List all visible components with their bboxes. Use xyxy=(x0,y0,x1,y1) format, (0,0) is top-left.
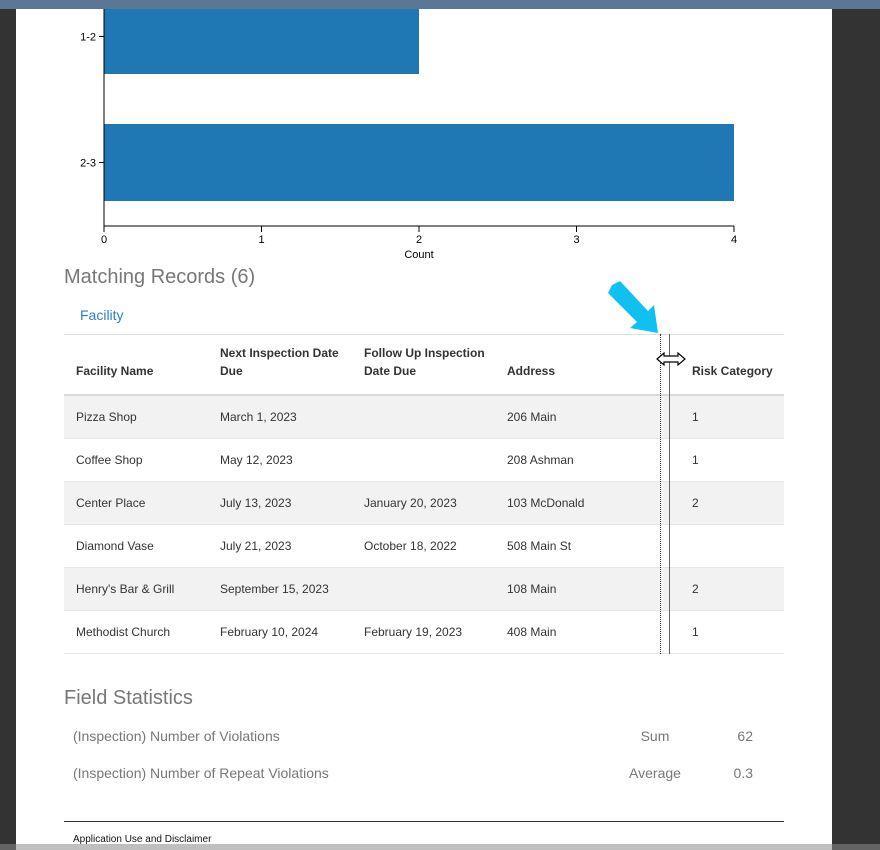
cell-facility-name: Coffee Shop xyxy=(64,438,208,482)
cell-blank xyxy=(650,438,680,482)
y-tick-label: 1-2 xyxy=(80,32,96,44)
stat-row: (Inspection) Number of Repeat Violations… xyxy=(73,765,793,787)
table-row[interactable]: Coffee Shop May 12, 2023 208 Ashman 1 xyxy=(64,438,784,482)
field-statistics-title: Field Statistics xyxy=(64,687,193,709)
table-row[interactable]: Diamond Vase July 21, 2023 October 18, 202… xyxy=(64,524,784,568)
cell-blank xyxy=(650,481,680,525)
tab-facility[interactable]: Facility xyxy=(80,307,124,323)
column-header-next-inspection-date-due[interactable]: Next Inspection Date Due xyxy=(208,335,352,396)
cell-follow-up-inspection: October 18, 2022 xyxy=(352,524,495,568)
column-header-address[interactable]: Address xyxy=(495,335,650,396)
cell-risk-category: 1 xyxy=(680,610,784,654)
cell-blank xyxy=(650,567,680,611)
cell-address: 208 Ashman xyxy=(495,438,650,482)
x-tick-label: 1 xyxy=(258,234,264,246)
horizontal-resize-cursor-icon xyxy=(656,351,686,367)
cell-blank xyxy=(650,395,680,439)
cell-next-inspection: March 1, 2023 xyxy=(208,395,352,439)
bar-2-3 xyxy=(104,124,734,201)
bar-1-2 xyxy=(104,9,419,74)
stat-field-name: (Inspection) Number of Violations xyxy=(73,728,280,744)
footer-divider xyxy=(64,821,784,822)
cell-blank xyxy=(650,610,680,654)
column-header-facility-name[interactable]: Facility Name xyxy=(64,335,208,396)
x-tick-label: 0 xyxy=(101,234,107,246)
stat-value: 0.3 xyxy=(733,765,753,781)
cyan-arrow-icon xyxy=(608,281,658,333)
cell-risk-category: 2 xyxy=(680,567,784,611)
bar-chart: 1-2 2-3 0 1 2 3 4 Count xyxy=(80,9,737,261)
cell-risk-category: 1 xyxy=(680,438,784,482)
column-header-resized[interactable] xyxy=(650,335,680,396)
table-header-row: Facility Name Next Inspection Date Due F… xyxy=(64,335,784,396)
records-table-body: Pizza Shop March 1, 2023 206 Main 1 Coffee S… xyxy=(64,395,784,654)
window-top-bar xyxy=(0,0,880,9)
cell-address: 206 Main xyxy=(495,395,650,439)
y-tick-label: 2-3 xyxy=(80,158,96,170)
cell-follow-up-inspection: February 19, 2023 xyxy=(352,610,495,654)
x-tick-label: 3 xyxy=(573,234,579,246)
cell-risk-category xyxy=(680,524,784,568)
cell-next-inspection: September 15, 2023 xyxy=(208,567,352,611)
cell-follow-up-inspection: January 20, 2023 xyxy=(352,481,495,525)
divider xyxy=(64,334,784,335)
table-row[interactable]: Pizza Shop March 1, 2023 206 Main 1 xyxy=(64,395,784,439)
stat-row: (Inspection) Number of Violations Sum 62 xyxy=(73,728,793,750)
cell-address: 508 Main St xyxy=(495,524,650,568)
stat-field-name: (Inspection) Number of Repeat Violations xyxy=(73,765,329,781)
cell-follow-up-inspection xyxy=(352,567,495,611)
cell-address: 108 Main xyxy=(495,567,650,611)
cell-facility-name: Center Place xyxy=(64,481,208,525)
cell-blank xyxy=(650,524,680,568)
x-axis-label: Count xyxy=(404,249,433,261)
cell-facility-name: Diamond Vase xyxy=(64,524,208,568)
x-tick-label: 4 xyxy=(731,234,737,246)
cell-next-inspection: July 13, 2023 xyxy=(208,481,352,525)
table-row[interactable]: Center Place July 13, 2023 January 20, 202… xyxy=(64,481,784,525)
cell-facility-name: Pizza Shop xyxy=(64,395,208,439)
column-header-risk-category[interactable]: Risk Category xyxy=(680,335,784,396)
stat-value: 62 xyxy=(737,728,753,744)
cell-risk-category: 1 xyxy=(680,395,784,439)
cell-next-inspection: July 21, 2023 xyxy=(208,524,352,568)
stat-function: Average xyxy=(629,765,681,781)
cell-follow-up-inspection xyxy=(352,395,495,439)
cell-address: 103 McDonald xyxy=(495,481,650,525)
column-resize-guide xyxy=(660,334,661,654)
cell-facility-name: Henry's Bar & Grill xyxy=(64,567,208,611)
x-tick-label: 2 xyxy=(416,234,422,246)
cell-risk-category: 2 xyxy=(680,481,784,525)
report-page: 1-2 2-3 0 1 2 3 4 Count Matching Records (6) Fa… xyxy=(16,9,832,850)
disclaimer-link[interactable]: Application Use and Disclaimer xyxy=(73,834,212,845)
cell-next-inspection: May 12, 2023 xyxy=(208,438,352,482)
cell-address: 408 Main xyxy=(495,610,650,654)
cell-next-inspection: February 10, 2024 xyxy=(208,610,352,654)
column-header-follow-up-inspection-date-due[interactable]: Follow Up Inspection Date Due xyxy=(352,335,495,396)
cell-facility-name: Methodist Church xyxy=(64,610,208,654)
records-table: Facility Name Next Inspection Date Due F… xyxy=(64,335,784,654)
cell-follow-up-inspection xyxy=(352,438,495,482)
stat-function: Sum xyxy=(640,728,670,744)
matching-records-title: Matching Records (6) xyxy=(64,266,256,288)
table-row[interactable]: Henry's Bar & Grill September 15, 2023 108… xyxy=(64,567,784,611)
table-row[interactable]: Methodist Church February 10, 2024 Februar… xyxy=(64,610,784,654)
column-resize-guide-line xyxy=(669,334,670,654)
window-bottom-edge xyxy=(0,844,880,850)
